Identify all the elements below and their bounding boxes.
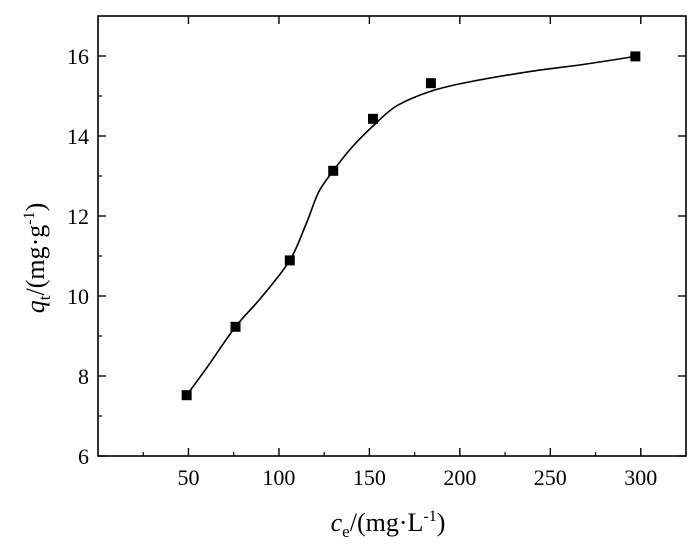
y-tick-label: 16	[67, 44, 89, 69]
data-point	[630, 51, 641, 62]
x-tick-label: 100	[262, 465, 295, 490]
x-tick-label: 200	[443, 465, 476, 490]
x-axis: 50 100 150 200 250 300	[142, 16, 687, 490]
y-tick-label: 10	[67, 284, 89, 309]
y-tick-label: 8	[78, 364, 89, 389]
x-tick-label: 150	[353, 465, 386, 490]
y-axis-title: qt/(mg·g-1)	[21, 203, 54, 314]
y-tick-label: 6	[78, 444, 89, 469]
data-point	[368, 113, 379, 124]
x-tick-label: 50	[177, 465, 199, 490]
plot-frame	[97, 15, 687, 457]
y-tick-label: 12	[67, 204, 89, 229]
data-markers	[181, 51, 641, 401]
y-tick-label: 14	[67, 124, 89, 149]
data-point	[230, 321, 241, 332]
fit-curve	[186, 55, 636, 396]
data-point	[284, 255, 295, 266]
x-tick-label: 300	[624, 465, 657, 490]
data-point	[425, 78, 436, 89]
y-axis: 6 8 10 12 14 16	[67, 44, 686, 469]
x-tick-label: 250	[534, 465, 567, 490]
x-axis-title: ce/(mg·L-1)	[331, 508, 446, 541]
data-point	[328, 165, 339, 176]
data-point	[181, 390, 192, 401]
